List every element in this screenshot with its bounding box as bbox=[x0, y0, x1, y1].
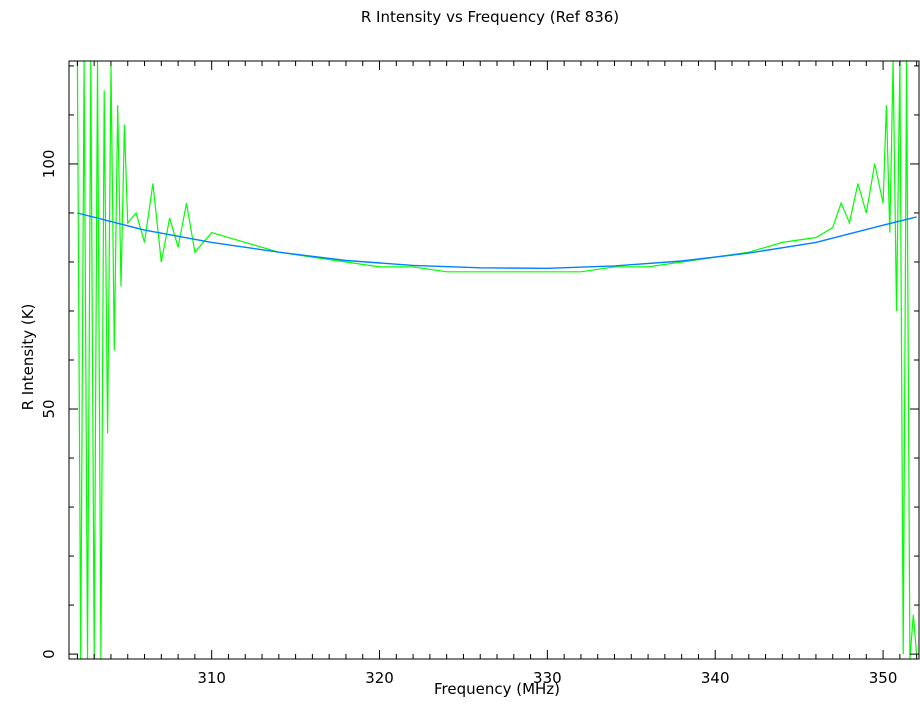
x-tick-label: 340 bbox=[701, 669, 730, 687]
y-axis-label: R Intensity (K) bbox=[19, 304, 37, 411]
x-tick-label: 310 bbox=[197, 669, 226, 687]
axes: 310 320 330 340 350 0 50 100 bbox=[40, 60, 920, 687]
plot-frame bbox=[68, 60, 920, 660]
chart-title: R Intensity vs Frequency (Ref 836) bbox=[361, 8, 619, 26]
x-tick-label: 350 bbox=[869, 669, 898, 687]
plot-area bbox=[76, 61, 918, 659]
y-tick-label: 0 bbox=[40, 649, 58, 659]
y-tick-label: 50 bbox=[40, 399, 58, 418]
x-tick-label: 320 bbox=[365, 669, 394, 687]
measured-spectrum-line bbox=[76, 61, 918, 659]
x-tick-label: 330 bbox=[533, 669, 562, 687]
x-axis-label: Frequency (MHz) bbox=[434, 680, 560, 698]
polynomial-fit-line bbox=[77, 212, 917, 270]
y-tick-label: 100 bbox=[40, 150, 58, 179]
